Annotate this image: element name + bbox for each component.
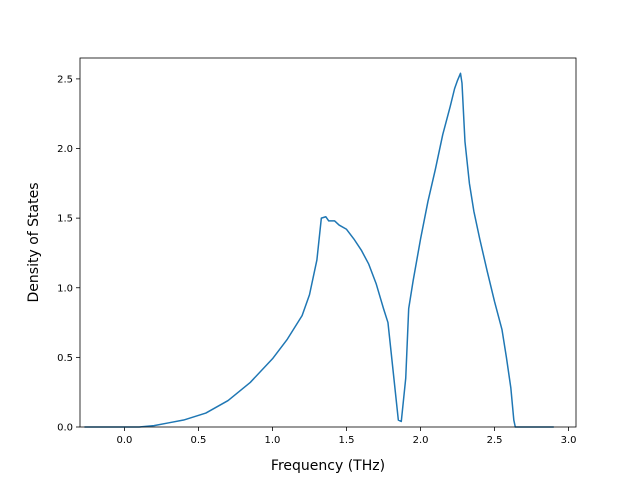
y-tick-label: 2.0 [57,144,73,155]
y-tick-label: 0.0 [57,423,73,434]
y-axis-ticks: 0.0 0.5 1.0 1.5 2.0 2.5 [57,74,80,434]
y-axis-title: Density of States [26,183,42,303]
y-tick-label: 2.5 [57,74,73,85]
series-line [84,72,554,428]
y-tick-label: 1.0 [57,283,73,294]
x-tick-label: 1.0 [265,435,281,446]
x-axis-ticks: 0.0 0.5 1.0 1.5 2.0 2.5 3.0 [116,427,577,446]
plot-frame [79,57,577,428]
plot-area [80,58,576,427]
x-tick-label: 3.0 [561,435,577,446]
x-tick-label: 2.5 [487,435,503,446]
x-tick-label: 1.5 [339,435,355,446]
y-tick-label: 0.5 [57,353,73,364]
x-axis-title: Frequency (THz) [271,458,385,474]
y-tick-label: 1.5 [57,214,73,225]
x-tick-label: 0.0 [116,435,132,446]
x-tick-label: 2.0 [413,435,429,446]
x-tick-label: 0.5 [190,435,206,446]
